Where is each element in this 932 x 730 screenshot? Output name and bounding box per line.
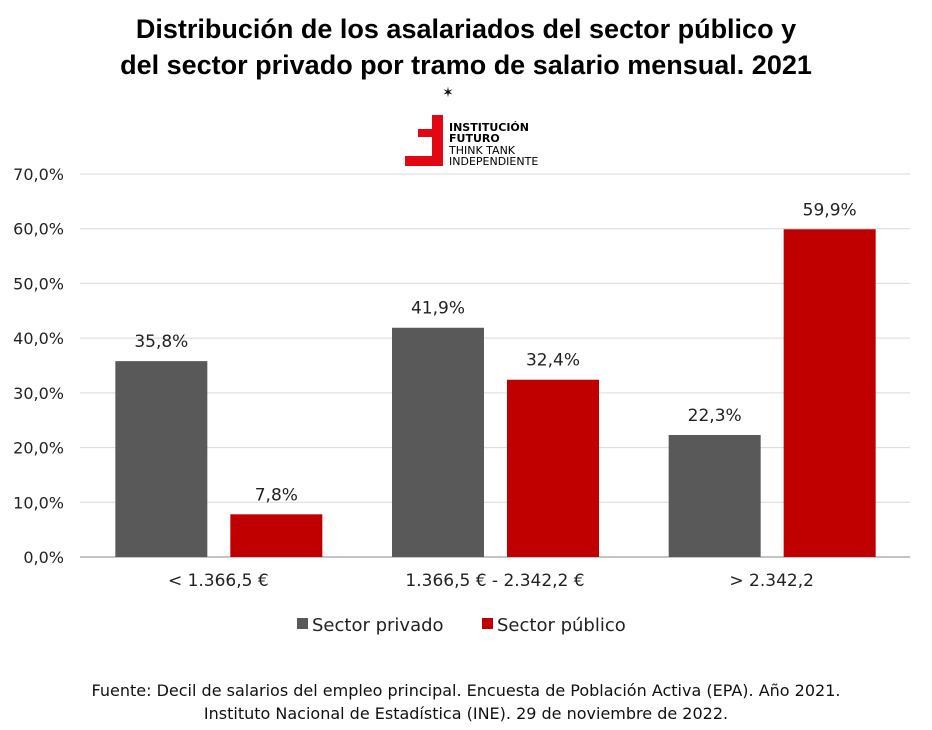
source-line-2: Instituto Nacional de Estadística (INE).…	[203, 704, 729, 723]
data-label: 35,8%	[134, 332, 188, 352]
data-label: 7,8%	[255, 485, 298, 505]
bar	[230, 514, 323, 557]
bar	[392, 327, 484, 557]
legend-label-publico: Sector público	[497, 615, 626, 636]
legend: Sector privado Sector público	[297, 615, 626, 636]
y-tick-label: 40,0%	[13, 329, 64, 348]
bar	[668, 434, 761, 557]
logo-line-1: INSTITUCIÓN	[449, 121, 529, 134]
x-tick-label: 1.366,5 € - 2.342,2 €	[405, 571, 584, 591]
bar	[507, 379, 599, 557]
y-tick-label: 60,0%	[13, 220, 64, 239]
data-label: 59,9%	[803, 200, 857, 220]
data-label: 41,9%	[411, 299, 465, 319]
legend-swatch-publico	[482, 618, 493, 629]
logo-line-4: INDEPENDIENTE	[449, 155, 538, 168]
legend-swatch-privado	[297, 618, 308, 629]
star-icon: ✶	[442, 85, 454, 101]
data-label: 22,3%	[688, 406, 742, 426]
bar	[783, 229, 876, 558]
source-line-1: Fuente: Decil de salarios del empleo pri…	[91, 681, 841, 700]
legend-label-privado: Sector privado	[312, 615, 444, 636]
y-tick-label: 10,0%	[13, 493, 64, 512]
y-tick-label: 30,0%	[13, 384, 64, 403]
logo-line-2: FUTURO	[449, 132, 500, 145]
y-tick-label: 0,0%	[23, 548, 64, 567]
chart-title-line-1: Distribución de los asalariados del sect…	[135, 14, 797, 44]
chart-title-line-2: del sector privado por tramo de salario …	[120, 50, 812, 80]
logo: ✶ INSTITUCIÓN FUTURO THINK TANK INDEPEND…	[405, 85, 538, 168]
y-tick-label: 50,0%	[13, 274, 64, 293]
y-tick-label: 20,0%	[13, 439, 64, 458]
y-tick-label: 70,0%	[13, 165, 64, 184]
logo-line-3: THINK TANK	[448, 144, 516, 157]
bar	[115, 361, 208, 557]
x-tick-label: > 2.342,2	[729, 571, 814, 591]
data-label: 32,4%	[526, 351, 580, 371]
x-tick-label: < 1.366,5 €	[168, 571, 269, 591]
